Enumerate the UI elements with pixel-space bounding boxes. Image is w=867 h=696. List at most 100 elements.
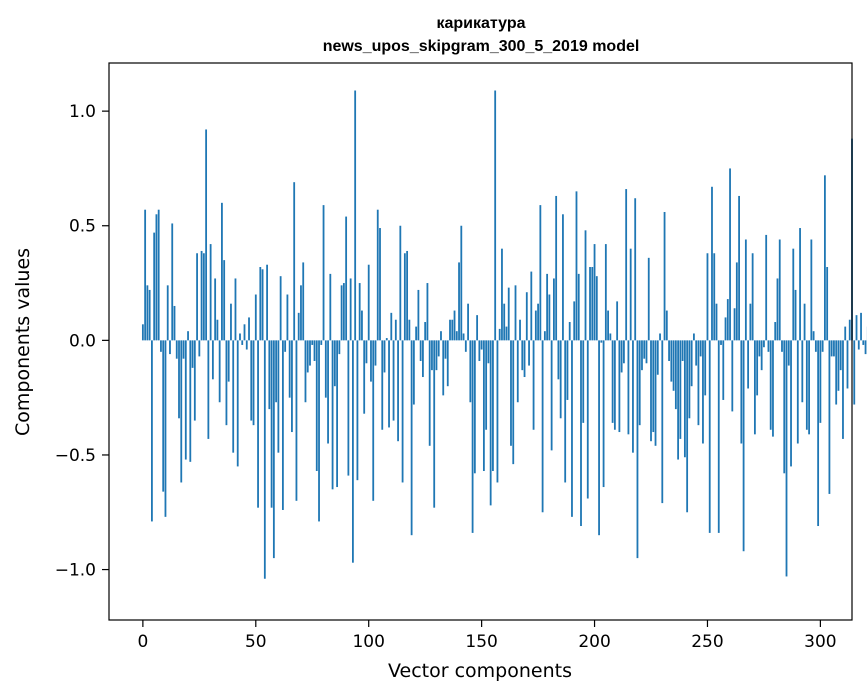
bar xyxy=(464,340,467,352)
bar xyxy=(173,305,176,341)
bar xyxy=(277,340,280,453)
bar xyxy=(616,301,619,341)
bar xyxy=(467,303,469,341)
bar xyxy=(742,340,745,552)
bar xyxy=(844,326,847,341)
bar xyxy=(354,90,357,341)
bar xyxy=(397,340,399,442)
bar xyxy=(679,340,682,439)
bar xyxy=(252,340,255,426)
bar xyxy=(288,340,291,398)
bar xyxy=(367,264,370,341)
bar xyxy=(340,285,343,341)
bar xyxy=(453,310,456,341)
bar xyxy=(805,340,808,430)
bar xyxy=(756,340,759,396)
bar xyxy=(227,340,230,382)
bar xyxy=(207,340,210,439)
bar xyxy=(753,340,756,435)
bar xyxy=(650,340,652,442)
bar xyxy=(329,273,332,341)
bar xyxy=(839,340,842,371)
bar xyxy=(557,340,560,380)
bar xyxy=(388,340,390,428)
bar xyxy=(787,340,790,366)
bar xyxy=(656,340,659,375)
bar xyxy=(286,294,289,341)
y-axis-ticks: 1.0 0.5 0.0 −0.5 −1.0 xyxy=(55,102,109,581)
bar xyxy=(180,340,183,483)
y-tick-label: 0.5 xyxy=(69,217,96,237)
bar xyxy=(261,269,264,341)
bar xyxy=(198,340,201,357)
bar xyxy=(370,340,372,382)
bar xyxy=(171,223,174,341)
bar xyxy=(717,340,720,533)
bar xyxy=(683,340,686,458)
bar xyxy=(338,340,341,355)
bar xyxy=(144,209,147,341)
bar xyxy=(602,340,605,488)
bar xyxy=(738,195,740,341)
bar xyxy=(634,198,637,341)
bar xyxy=(218,340,221,403)
bar xyxy=(525,292,528,341)
bar xyxy=(234,278,237,341)
bar xyxy=(471,340,474,533)
bar xyxy=(530,271,533,341)
bar xyxy=(674,340,677,410)
bar xyxy=(349,278,352,341)
bar xyxy=(566,340,569,400)
bar xyxy=(351,340,354,563)
bar xyxy=(548,294,551,341)
bar xyxy=(681,340,684,361)
bar xyxy=(410,340,413,536)
x-axis-label: Vector components xyxy=(388,660,572,682)
bar xyxy=(268,340,271,410)
bar xyxy=(200,250,203,341)
bar xyxy=(333,340,336,387)
bar xyxy=(279,276,282,341)
bar xyxy=(205,129,208,341)
bar xyxy=(304,340,307,403)
bar xyxy=(842,340,844,439)
bar xyxy=(431,340,433,371)
bar xyxy=(769,340,772,430)
bar xyxy=(295,340,298,501)
bar xyxy=(248,317,250,341)
bar xyxy=(846,340,849,389)
bar xyxy=(394,319,397,341)
bar xyxy=(485,340,488,430)
bar xyxy=(239,333,241,341)
bar xyxy=(324,340,327,398)
bar xyxy=(715,303,718,341)
bar xyxy=(672,340,675,391)
bar xyxy=(781,340,783,352)
bar xyxy=(347,340,350,476)
plot-frame xyxy=(108,62,853,621)
bar xyxy=(627,340,630,435)
bar xyxy=(257,340,259,508)
bar xyxy=(532,340,535,430)
bar xyxy=(379,228,381,341)
bar xyxy=(758,340,761,357)
x-tick-label: 200 xyxy=(578,632,610,652)
bar xyxy=(562,214,564,341)
bar xyxy=(848,319,851,341)
bar xyxy=(202,253,205,341)
bar xyxy=(763,340,765,348)
bar xyxy=(799,228,801,341)
bar xyxy=(855,315,858,341)
bar xyxy=(726,299,729,341)
bar xyxy=(322,205,325,341)
bar xyxy=(618,340,621,433)
bar xyxy=(659,333,661,341)
bar xyxy=(309,340,311,366)
bar xyxy=(259,267,262,341)
bar xyxy=(620,340,623,373)
bar xyxy=(702,340,704,444)
bar xyxy=(724,317,727,341)
bar xyxy=(801,340,804,403)
bar xyxy=(390,312,393,341)
bar xyxy=(823,175,826,341)
